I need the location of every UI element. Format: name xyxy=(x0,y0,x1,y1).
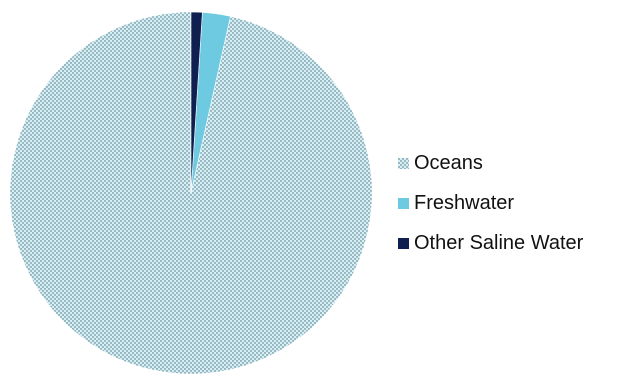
pie-slice-other-saline-water xyxy=(190,11,203,194)
legend-swatch-other-saline-water xyxy=(398,237,409,249)
legend-label-freshwater: Freshwater xyxy=(414,191,515,214)
legend-item-other-saline-water: Other Saline Water xyxy=(398,223,623,263)
legend-item-oceans: Oceans xyxy=(398,143,623,183)
legend-label-other-saline-water: Other Saline Water xyxy=(414,231,584,254)
legend-swatch-freshwater xyxy=(398,197,409,209)
legend-label-oceans: Oceans xyxy=(414,151,483,174)
legend: Oceans Freshwater Other Saline Water xyxy=(398,143,623,263)
pie-slices xyxy=(9,11,373,375)
legend-item-freshwater: Freshwater xyxy=(398,183,623,223)
legend-swatch-oceans xyxy=(398,157,409,169)
